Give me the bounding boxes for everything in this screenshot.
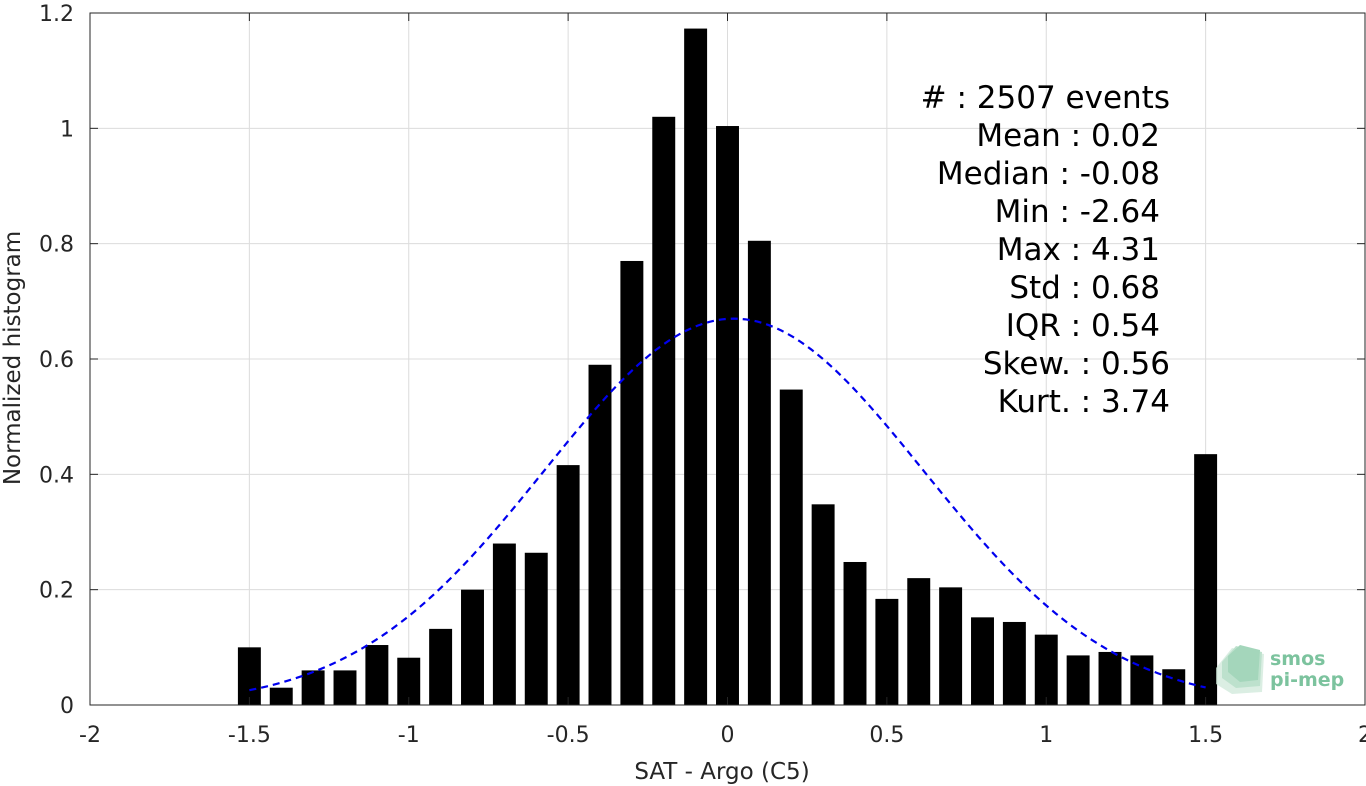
histogram-bar	[1194, 454, 1218, 705]
histogram-bar	[779, 389, 803, 705]
x-tick-label: -1	[398, 723, 420, 748]
stats-line: Median : -0.08	[937, 156, 1160, 192]
histogram-bar	[524, 552, 548, 705]
gaussian-fit-curve	[249, 317, 1206, 692]
histogram-bar	[397, 657, 421, 705]
histogram-bar	[492, 543, 516, 705]
y-tick-label: 0.6	[39, 348, 74, 373]
histogram-bar	[301, 670, 325, 705]
x-tick-label: -1.5	[228, 723, 271, 748]
histogram-bar	[1130, 655, 1154, 705]
logo-mark-icon	[1216, 645, 1264, 694]
x-tick-label: -0.5	[547, 723, 590, 748]
x-axis-label: SAT - Argo (C5)	[634, 759, 809, 785]
histogram-bar	[1162, 669, 1186, 705]
histogram-bar	[684, 28, 708, 705]
y-tick-label: 0.4	[39, 463, 74, 488]
stats-line: IQR : 0.54	[1006, 308, 1160, 344]
y-tick-label: 1.2	[39, 2, 74, 27]
stats-line: # : 2507 events	[921, 80, 1170, 116]
histogram-bar	[1098, 651, 1122, 705]
histogram-bar	[716, 126, 739, 705]
x-tick-label: 1.5	[1188, 723, 1223, 748]
stats-line: Std : 0.68	[1009, 270, 1160, 306]
histogram-bar	[843, 561, 867, 705]
stats-line: Min : -2.64	[995, 194, 1160, 230]
histogram-bar	[237, 647, 261, 705]
histogram-bar	[939, 587, 963, 705]
tick-labels: -2 -1.5 -1 -0.5 0 0.5 1 1.5 2 0 0.2 0.4 0.6 0.8 1 1.2	[39, 2, 1366, 748]
histogram-bar	[461, 589, 484, 705]
histogram-bar	[971, 617, 994, 705]
histogram-bar	[652, 116, 676, 706]
plot-axes	[89, 12, 1366, 706]
histogram-bar	[365, 645, 389, 705]
histogram-bar	[556, 465, 580, 705]
histogram-bar	[907, 578, 931, 705]
logo-text-line2: pi-mep	[1270, 669, 1344, 691]
stats-line: Kurt. : 3.74	[998, 384, 1170, 420]
histogram-bar	[1002, 621, 1026, 705]
histogram-bar	[1066, 655, 1090, 705]
logo-text-line1: smos	[1270, 648, 1325, 670]
y-tick-label: 1	[60, 117, 74, 142]
histogram-bar	[747, 240, 771, 706]
y-tick-label: 0.2	[39, 579, 74, 604]
histogram-bar	[429, 628, 453, 705]
x-tick-label: 0	[721, 723, 735, 748]
stats-line: Skew. : 0.56	[983, 346, 1170, 382]
histogram-bar	[811, 504, 835, 705]
histogram-bars	[237, 28, 1218, 706]
histogram-bar	[269, 687, 293, 705]
histogram-bar	[588, 364, 612, 705]
stats-line: Max : 4.31	[997, 232, 1160, 268]
x-tick-label: 1	[1039, 723, 1053, 748]
histogram-bar	[333, 670, 357, 705]
stats-line: Mean : 0.02	[976, 118, 1160, 154]
histogram-bar	[875, 598, 899, 705]
x-tick-label: 2	[1358, 723, 1366, 748]
x-tick-label: -2	[79, 723, 101, 748]
smos-pi-mep-logo: smos pi-mep	[1216, 645, 1344, 694]
y-tick-label: 0	[60, 694, 74, 719]
y-tick-label: 0.8	[39, 233, 74, 258]
x-tick-label: 0.5	[869, 723, 904, 748]
y-axis-label: Normalized histogram	[0, 231, 26, 485]
statistics-annotation: # : 2507 events Mean : 0.02 Median : -0.…	[921, 80, 1170, 420]
histogram-bar	[1034, 634, 1058, 705]
histogram-bar	[620, 260, 644, 705]
